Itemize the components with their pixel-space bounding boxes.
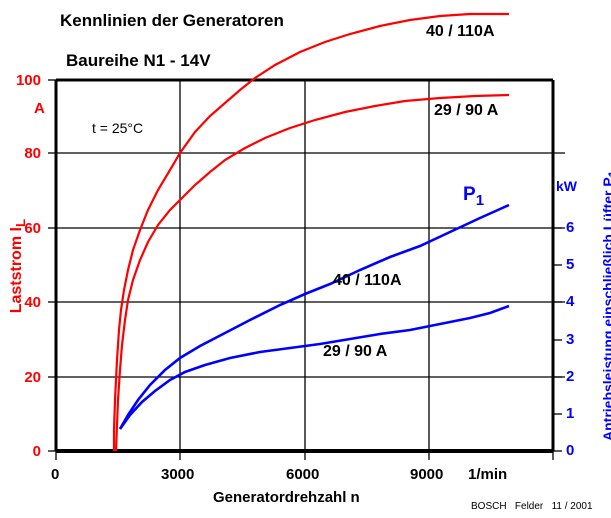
right-axis-title: Antriebsleistung einschließlich Lüfter P… bbox=[600, 151, 611, 461]
label-power-40-110: 40 / 110A bbox=[333, 272, 402, 289]
plot-frame bbox=[54, 78, 555, 460]
label-power-p1: P1 bbox=[463, 184, 484, 209]
left-tick-40: 40 bbox=[24, 294, 41, 311]
x-tick-3000: 3000 bbox=[161, 466, 195, 483]
power-symbol: P bbox=[463, 184, 476, 205]
left-axis-title: Laststrom IL bbox=[8, 186, 28, 346]
label-current-40-110: 40 / 110A bbox=[426, 23, 495, 40]
left-tick-0: 0 bbox=[32, 443, 41, 460]
right-tick-3: 3 bbox=[566, 331, 575, 348]
curve-power-29-90 bbox=[118, 304, 510, 430]
credit-text: BOSCH Felder 11 / 2001 bbox=[471, 501, 593, 512]
x-tick-0: 0 bbox=[51, 466, 60, 483]
x-axis-unit: 1/min bbox=[468, 466, 508, 483]
label-power-29-90: 29 / 90 A bbox=[323, 343, 388, 360]
right-tick-2: 2 bbox=[566, 368, 575, 385]
power-symbol-subscript: 1 bbox=[475, 191, 485, 209]
x-axis-title: Generatordrehzahl n bbox=[213, 489, 360, 506]
right-axis-title-subscript: 1 bbox=[607, 171, 611, 177]
right-tick-5: 5 bbox=[566, 256, 575, 273]
temperature-annotation: t = 25°C bbox=[92, 120, 144, 136]
left-tick-20: 20 bbox=[24, 369, 41, 386]
curve-current-40-110 bbox=[112, 12, 509, 451]
curve-power-40-110 bbox=[118, 203, 510, 430]
label-current-29-90: 29 / 90 A bbox=[434, 102, 499, 119]
right-tick-0: 0 bbox=[566, 442, 575, 459]
right-tick-4: 4 bbox=[566, 293, 575, 310]
chart-subtitle: Baureihe N1 - 14V bbox=[66, 51, 211, 70]
grid-vertical bbox=[179, 80, 430, 460]
right-tick-1: 1 bbox=[566, 405, 575, 422]
left-tick-60: 60 bbox=[24, 220, 41, 237]
right-axis-title-text: Antriebsleistung einschließlich Lüfter P bbox=[600, 177, 611, 442]
left-axis-title-subscript: L bbox=[13, 218, 29, 228]
curve-current-29-90 bbox=[114, 93, 510, 452]
right-axis-unit: kW bbox=[556, 178, 577, 194]
left-axis-unit: A bbox=[34, 100, 45, 117]
x-tick-9000: 9000 bbox=[410, 466, 444, 483]
x-tick-6000: 6000 bbox=[286, 466, 320, 483]
grid-horizontal bbox=[56, 152, 565, 378]
left-tick-80: 80 bbox=[24, 145, 41, 162]
left-tick-100: 100 bbox=[15, 72, 41, 89]
left-axis-title-text: Laststrom I bbox=[7, 227, 25, 314]
chart-title: Kennlinien der Generatoren bbox=[60, 11, 284, 30]
right-tick-6: 6 bbox=[566, 219, 575, 236]
